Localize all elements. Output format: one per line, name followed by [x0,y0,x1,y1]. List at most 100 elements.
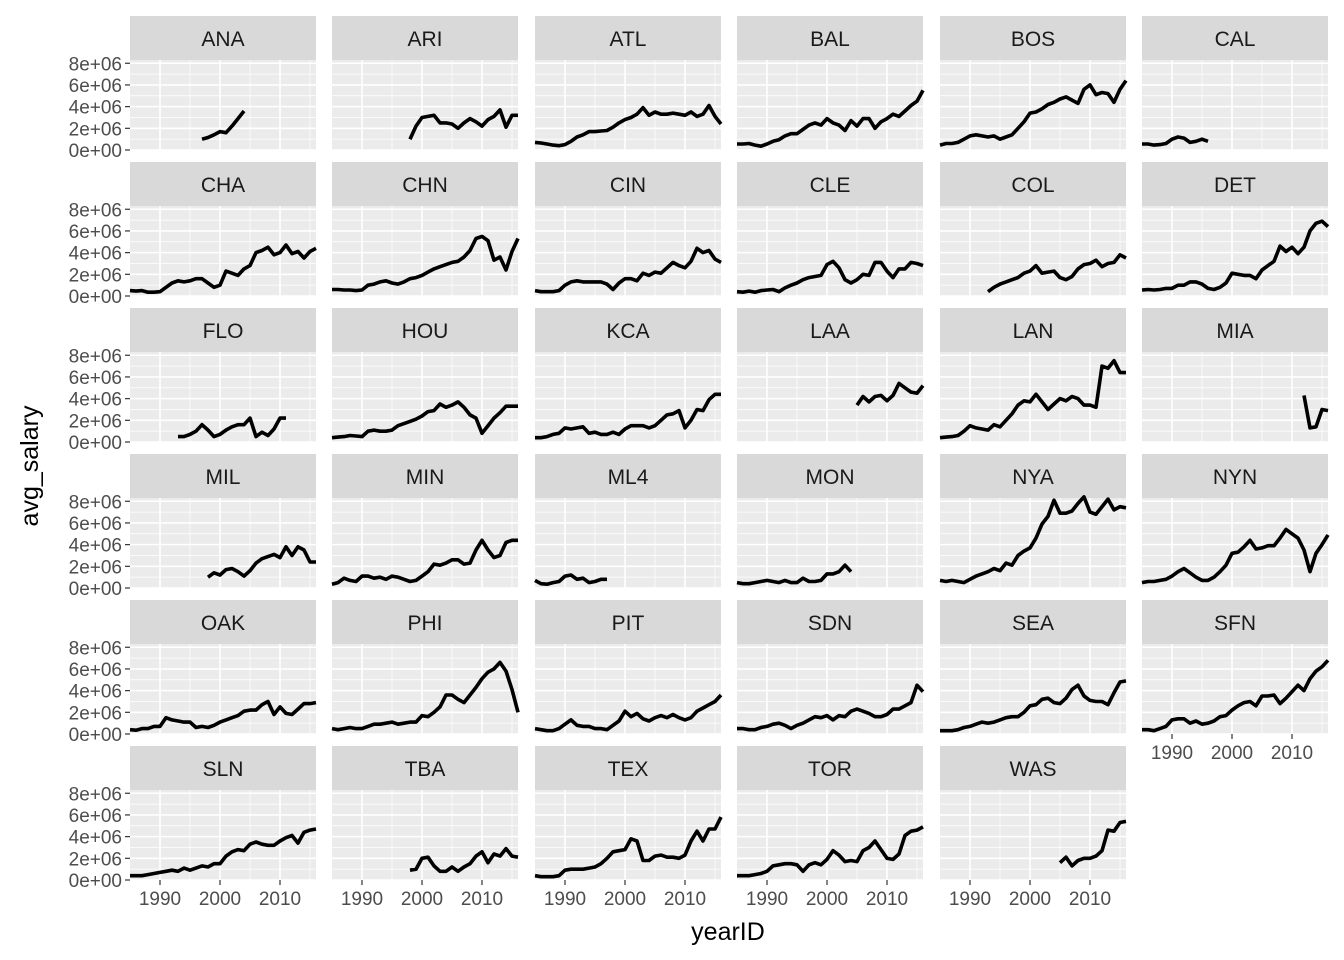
x-tick-label: 2010 [1069,889,1111,910]
y-tick-label: 2e+06 [69,411,122,432]
x-tick-label: 2000 [1009,889,1051,910]
series-line-sea [940,679,1127,733]
series-line-ml4 [534,573,607,587]
facet-panel-det: DET [1141,162,1330,297]
facet-strip-label: CHN [402,174,448,197]
series-line-sln [130,827,317,878]
facet-strip-label: MIA [1216,320,1253,343]
series-line-nyn [1141,527,1330,585]
facet-panel-tor: TOR 1990 2000 2010 [737,746,924,910]
facet-strip-label: PIT [612,612,645,635]
panel-background [1142,498,1328,588]
series-line-tex [534,816,723,879]
facet-strip-label: ANA [201,28,244,51]
y-tick-label: 0e+00 [69,871,122,892]
facet-strip-label: CIN [610,174,646,197]
x-tick-label: 2010 [1271,743,1313,764]
facet-strip-label: MON [806,466,855,489]
facet-strip-label: TOR [808,758,852,781]
panel-background [130,60,316,150]
facet-panel-atl: ATL [534,16,723,151]
facet-strip-label: SEA [1012,612,1054,635]
y-tick-label: 4e+06 [69,828,122,849]
facet-panel-mia: MIA [1142,308,1329,443]
facet-strip-label: WAS [1009,758,1056,781]
y-tick-label: 0e+00 [69,579,122,600]
panel-background [332,644,518,734]
facet-strip [1142,308,1328,352]
panel-background [1142,60,1328,150]
facet-strip-label: TEX [608,758,649,781]
facet-strip [535,746,721,790]
panel-background [737,644,923,734]
facet-panel-tba: TBA 1990 2000 2010 [332,746,519,910]
y-tick-label: 8e+06 [69,200,122,221]
facet-panel-sea: SEA [940,600,1127,735]
series-line-cle [736,259,924,295]
facet-strip [737,162,923,206]
x-tick-label: 1990 [341,889,383,910]
series-line-mon [736,563,853,586]
facet-panel-ml4: ML4 [534,454,721,589]
panel-background [535,206,721,296]
series-line-ana [201,109,246,141]
facet-strip-label: CAL [1215,28,1256,51]
facet-strip [1142,454,1328,498]
facet-panel-bal: BAL [737,16,925,151]
panel-background [737,206,923,296]
facet-strip [737,746,923,790]
facet-strip [332,162,518,206]
facet-strip-label: SDN [808,612,852,635]
y-tick-label: 8e+06 [69,638,122,659]
panel-background [535,60,721,150]
facet-strip [737,454,923,498]
facet-strip-label: TBA [405,758,446,781]
facet-strip [535,16,721,60]
facet-strip [535,308,721,352]
y-tick-label: 2e+06 [69,849,122,870]
y-tick-label: 2e+06 [69,265,122,286]
y-tick-label: 6e+06 [69,222,122,243]
facet-strip-label: ATL [610,28,647,51]
facet-panel-phi: PHI [331,600,520,735]
facet-strip [940,600,1126,644]
series-line-oak [129,699,317,733]
series-line-was [1058,819,1127,868]
panel-background [130,644,316,734]
facet-panel-nya: NYA [939,454,1127,589]
series-line-sdn [737,683,925,732]
facet-panel-cin: CIN [534,162,722,297]
x-tick-label: 1990 [1151,743,1193,764]
series-line-bos [939,79,1128,147]
y-tick-label: 4e+06 [69,244,122,265]
facet-strip [535,162,721,206]
facet-strip-label: LAN [1013,320,1054,343]
facet-panel-sfn: SFN 1990 2000 2010 [1142,600,1330,764]
series-line-min [331,538,518,586]
series-line-sfn [1142,659,1330,733]
series-line-det [1141,219,1330,292]
facet-strip [1142,600,1328,644]
series-line-laa [855,381,925,407]
facet-panel-bos: BOS [939,16,1128,151]
facet-strip [332,308,518,352]
facet-strip [737,16,923,60]
facet-strip [130,308,316,352]
facet-panel-min: MIN [331,454,518,589]
x-tick-label: 2010 [866,889,908,910]
facet-panel-hou: HOU [331,308,518,443]
facet-strip [1142,162,1328,206]
facet-strip [130,600,316,644]
facet-strip-label: FLO [203,320,244,343]
facet-panel-chn: CHN [332,162,520,297]
x-tick-label: 2000 [1211,743,1253,764]
y-tick-label: 6e+06 [69,514,122,535]
facet-strip [940,162,1126,206]
facet-panel-laa: LAA [737,308,925,443]
x-tick-label: 2000 [604,889,646,910]
panel-background [535,644,721,734]
panel-background [940,206,1126,296]
facet-panel-was: WAS 1990 2000 2010 [940,746,1127,910]
facet-strip [332,746,518,790]
